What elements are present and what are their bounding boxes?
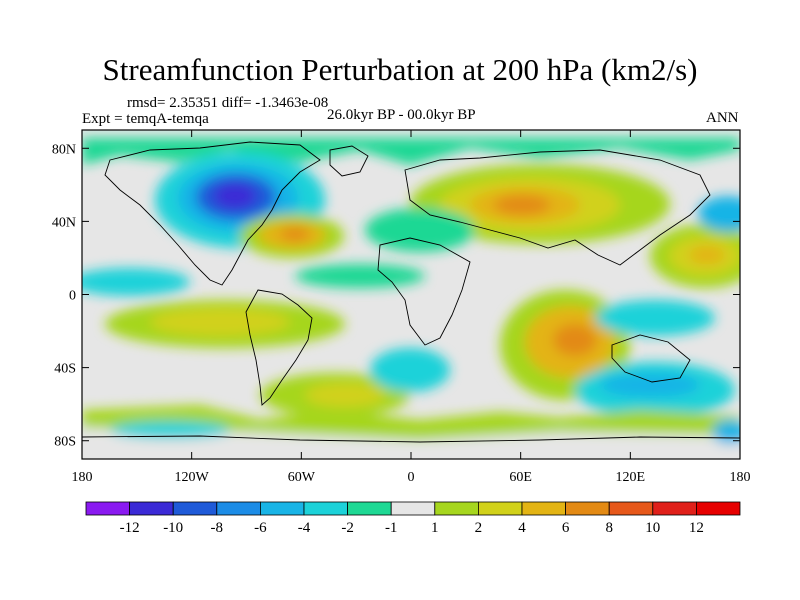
period-label: 26.0kyr BP - 00.0kyr BP	[327, 107, 476, 123]
colorbar-label: -2	[341, 520, 354, 536]
y-tick-label: 0	[69, 289, 76, 304]
colorbar-swatch	[696, 501, 741, 516]
colorbar-swatch	[172, 501, 218, 516]
y-tick-label: 40N	[52, 215, 76, 230]
x-tick-label: 60W	[288, 470, 316, 485]
colorbar-swatch	[129, 501, 174, 516]
colorbar-swatch	[390, 501, 436, 516]
colorbar-label: -12	[120, 520, 140, 536]
colorbar-swatch	[85, 501, 130, 516]
colorbar-label: -10	[163, 520, 183, 536]
x-tick-label: 120E	[616, 470, 646, 485]
colorbar-swatch	[216, 501, 261, 516]
stats-label: rmsd= 2.35351 diff= -1.3463e-08	[127, 95, 329, 111]
colorbar-swatch	[608, 501, 654, 516]
x-axis: 180 120W 60W 0 60E 120E 180	[72, 130, 751, 485]
coastlines	[82, 141, 740, 443]
x-tick-label: 180	[72, 470, 93, 485]
colorbar-label: 6	[562, 520, 570, 536]
colorbar-label: 2	[475, 520, 483, 536]
colorbar-label: 12	[689, 520, 704, 536]
x-tick-label: 60E	[509, 470, 532, 485]
colorbar-swatch	[652, 501, 697, 516]
y-axis: 80N 40N 0 40S 80S	[52, 142, 740, 450]
x-tick-label: 120W	[175, 470, 210, 485]
x-tick-label: 0	[408, 470, 415, 485]
y-tick-label: 80S	[54, 435, 76, 450]
season-label: ANN	[706, 110, 739, 126]
colorbar-label: 8	[605, 520, 613, 536]
colorbar-label: 4	[518, 520, 526, 536]
x-tick-label: 180	[730, 470, 751, 485]
colorbar-swatch	[303, 501, 348, 516]
contour-field	[82, 130, 740, 459]
y-tick-label: 40S	[54, 362, 76, 377]
colorbar-swatch	[565, 501, 610, 516]
colorbar-swatch	[434, 501, 479, 516]
colorbar-swatch	[477, 501, 523, 516]
colorbar-label: -8	[211, 520, 224, 536]
colorbar-swatch	[347, 501, 392, 516]
chart-title: Streamfunction Perturbation at 200 hPa (…	[102, 52, 698, 87]
colorbar-swatch	[521, 501, 566, 516]
colorbar: -12 -10 -8 -6 -4 -2 -1 1 2 4 6 8 10 12	[85, 501, 741, 536]
experiment-label: Expt = temqA-temqa	[82, 111, 209, 127]
colorbar-label: 10	[645, 520, 660, 536]
y-tick-label: 80N	[52, 142, 76, 157]
colorbar-label: -6	[254, 520, 267, 536]
colorbar-swatch	[259, 501, 305, 516]
colorbar-label: 1	[431, 520, 439, 536]
colorbar-label: -1	[385, 520, 398, 536]
colorbar-label: -4	[298, 520, 311, 536]
